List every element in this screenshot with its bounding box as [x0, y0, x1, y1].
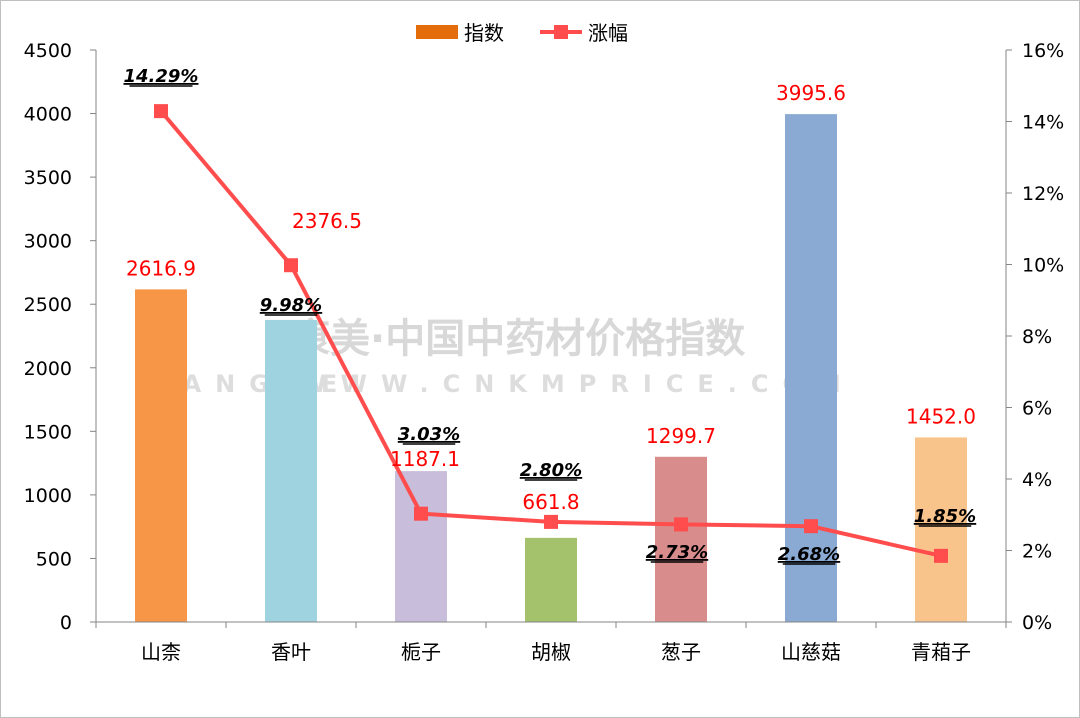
- watermark-title: 康美·中国中药材价格指数: [290, 316, 745, 362]
- y-left-tick-label: 0: [60, 612, 72, 634]
- y-right-tick-label: 12%: [1022, 183, 1064, 205]
- bar-4: [655, 456, 707, 622]
- y-right-tick-label: 4%: [1022, 469, 1052, 491]
- bar-2: [395, 471, 447, 622]
- change-value-label-1: 9.98%: [260, 295, 322, 316]
- y-right-tick-label: 2%: [1022, 541, 1052, 563]
- x-category-label: 青葙子: [911, 640, 971, 664]
- y-left-tick-label: 4000: [24, 104, 72, 126]
- bar-value-label-4: 1299.7: [646, 424, 716, 448]
- y-left-tick-label: 3000: [24, 231, 72, 253]
- y-right-tick-label: 10%: [1022, 255, 1064, 277]
- watermark-url: WWW.CNKMPRICE.COM: [300, 370, 855, 398]
- bar-value-label-3: 661.8: [522, 490, 579, 514]
- y-right-tick-label: 14%: [1022, 112, 1064, 134]
- bar-value-label-6: 1452.0: [906, 404, 976, 428]
- x-category-label: 香叶: [271, 640, 311, 664]
- y-left-tick-label: 4500: [24, 40, 72, 62]
- bar-value-label-0: 2616.9: [126, 256, 196, 280]
- y-left-tick-label: 500: [36, 548, 72, 570]
- change-point-0: [154, 104, 168, 119]
- x-category-label: 胡椒: [531, 640, 571, 664]
- change-point-3: [544, 514, 558, 529]
- change-value-label-2: 3.03%: [398, 424, 460, 445]
- y-right-tick-label: 0%: [1022, 612, 1052, 634]
- y-left-tick-label: 1000: [24, 485, 72, 507]
- change-point-6: [934, 548, 948, 563]
- bar-6: [915, 437, 967, 622]
- change-value-label-3: 2.80%: [520, 460, 582, 481]
- y-left-tick-label: 3500: [24, 167, 72, 189]
- change-point-1: [284, 258, 298, 273]
- y-left-tick-label: 1500: [24, 421, 72, 443]
- change-value-label-4: 2.73%: [646, 542, 708, 563]
- axes-layer: 0 500 1000 1500 2000 2500 3000 3500 4000 4500 0% 2%…: [24, 40, 1065, 664]
- legend-swatch-index: [416, 25, 458, 39]
- line-layer: [154, 104, 948, 563]
- bar-3: [525, 537, 577, 622]
- legend-swatch-change-marker: [554, 25, 568, 39]
- change-point-5: [804, 519, 818, 534]
- bar-value-label-5: 3995.6: [776, 81, 846, 105]
- x-category-label: 山柰: [141, 640, 181, 664]
- change-value-label-6: 1.85%: [914, 506, 976, 527]
- legend-label-change: 涨幅: [588, 21, 628, 45]
- legend-label-index: 指数: [464, 21, 504, 45]
- labels-layer: 2616.9 2376.5 1187.1 661.8 1299.7 3995.6 1452.…: [124, 66, 977, 565]
- watermark: 康美·中国中药材价格指数 KANGMEI WWW.CNKMPRICE.COM: [150, 316, 855, 398]
- bar-5: [785, 114, 837, 623]
- bars-layer: [135, 114, 967, 623]
- y-left-tick-label: 2500: [24, 294, 72, 316]
- bar-value-label-1: 2376.5: [292, 209, 362, 233]
- change-point-2: [414, 506, 428, 521]
- y-right-tick-label: 6%: [1022, 398, 1052, 420]
- change-value-label-5: 2.68%: [778, 544, 840, 565]
- x-category-label: 山慈菇: [781, 640, 841, 664]
- y-right-tick-label: 8%: [1022, 326, 1052, 348]
- x-category-label: 葱子: [661, 640, 701, 664]
- change-value-label-0: 14.29%: [124, 66, 199, 87]
- bar-1: [265, 319, 317, 622]
- y-right-tick-label: 16%: [1022, 40, 1064, 62]
- y-left-tick-label: 2000: [24, 358, 72, 380]
- legend: 指数 涨幅: [416, 21, 628, 45]
- x-category-label: 栀子: [401, 640, 441, 664]
- bar-0: [135, 289, 187, 622]
- change-point-4: [674, 517, 688, 532]
- bar-value-label-2: 1187.1: [390, 447, 460, 471]
